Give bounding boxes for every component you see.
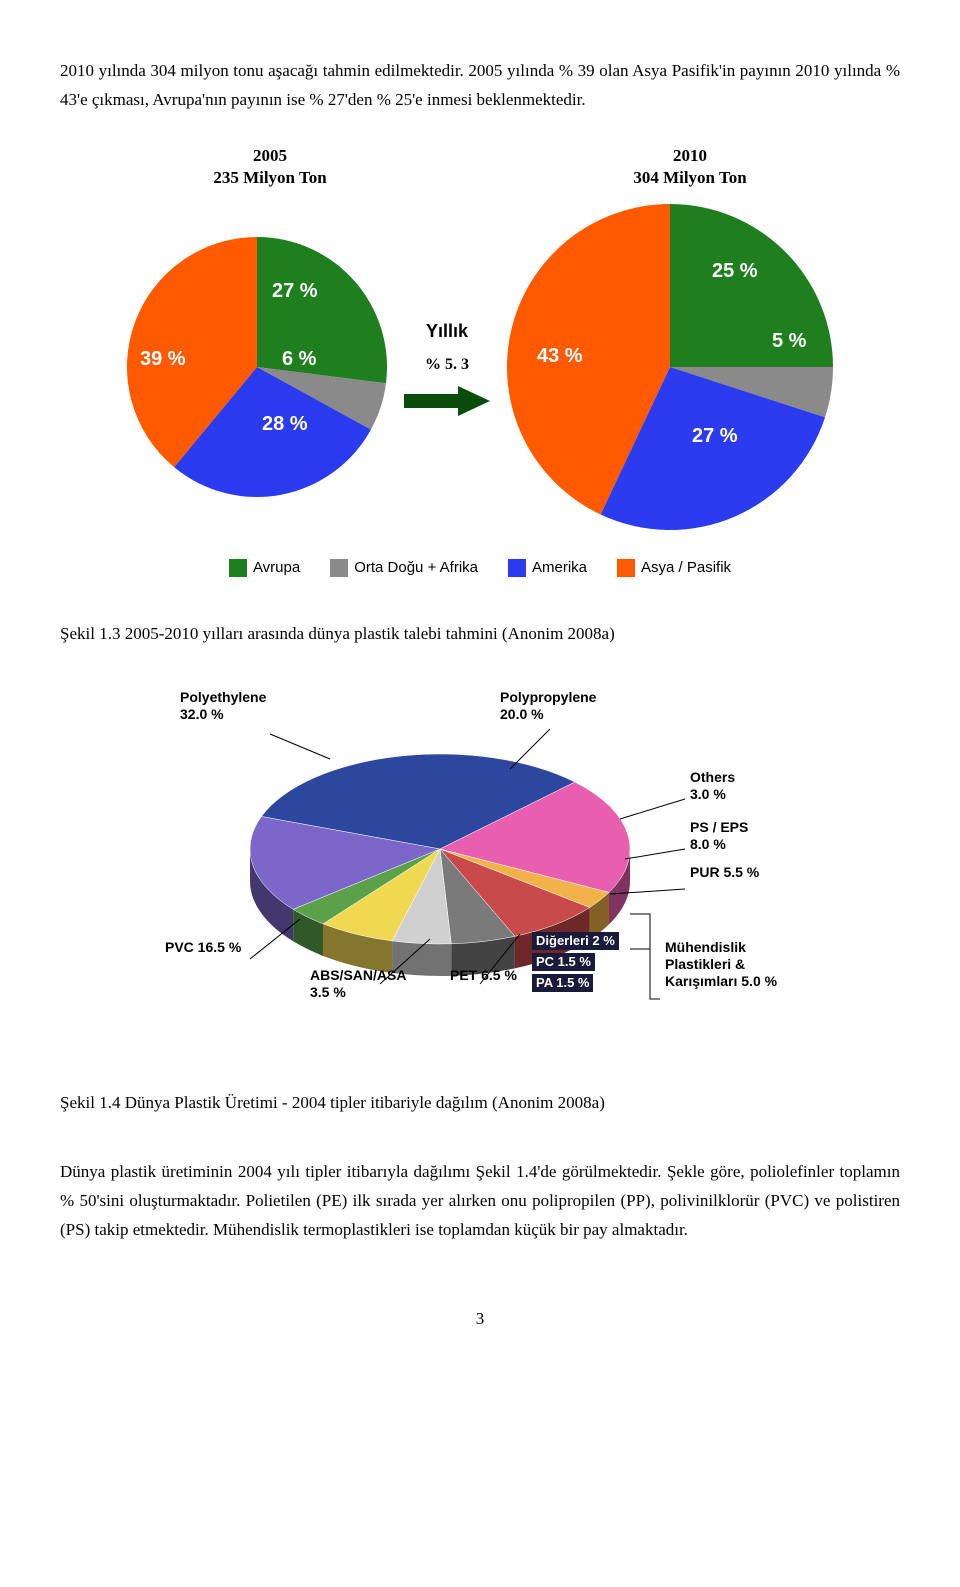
pie3d-label: PET 6.5 % — [450, 967, 517, 984]
intro-paragraph: 2010 yılında 304 milyon tonu aşacağı tah… — [60, 57, 900, 115]
figure-1-4-caption: Şekil 1.4 Dünya Plastik Üretimi - 2004 t… — [60, 1089, 900, 1118]
legend-item: Avrupa — [229, 555, 300, 581]
pie3d-box-label: PC 1.5 % — [532, 952, 595, 971]
pie-legend: Avrupa Orta Doğu + Afrika Amerika Asya / Pa… — [60, 555, 900, 581]
legend-item: Asya / Pasifik — [617, 555, 731, 581]
pie3d-box-label: Diğerleri 2 % — [532, 931, 619, 950]
right-pie-title: 2010 304 Milyon Ton — [633, 145, 746, 189]
closing-paragraph: Dünya plastik üretiminin 2004 yılı tiple… — [60, 1158, 900, 1245]
legend-item: Amerika — [508, 555, 587, 581]
pie3d-label: PUR 5.5 % — [690, 864, 759, 881]
pie3d-label: Polypropylene20.0 % — [500, 689, 596, 723]
plastics-3d-pie: Polyethylene32.0 % Polypropylene20.0 % Oth… — [160, 689, 800, 1069]
figure-1-3-caption: Şekil 1.3 2005-2010 yılları arasında dün… — [60, 620, 900, 649]
pie-chart-titles: 2005 235 Milyon Ton 2010 304 Milyon Ton — [60, 145, 900, 189]
arrow-icon — [402, 384, 492, 418]
legend-item: Orta Doğu + Afrika — [330, 555, 478, 581]
left-pie-title: 2005 235 Milyon Ton — [213, 145, 326, 189]
comparison-pie-charts: 27 %6 %28 %39 % Yıllık % 5. 3 25 %5 %27 … — [60, 199, 900, 535]
pie3d-label: PS / EPS8.0 % — [690, 819, 748, 853]
pie3d-box-label: PA 1.5 % — [532, 973, 593, 992]
pie3d-label: ABS/SAN/ASA3.5 % — [310, 967, 406, 1001]
pie3d-label: PVC 16.5 % — [165, 939, 241, 956]
pie3d-label: MühendislikPlastikleri &Karışımları 5.0 … — [665, 939, 777, 989]
pie-2005: 27 %6 %28 %39 % — [122, 232, 392, 502]
pie3d-label: Polyethylene32.0 % — [180, 689, 266, 723]
page-number: 3 — [60, 1305, 900, 1334]
pie3d-label: Others3.0 % — [690, 769, 735, 803]
pie-2010: 25 %5 %27 %43 % — [502, 199, 838, 535]
annual-growth-label: Yıllık % 5. 3 — [402, 316, 492, 418]
